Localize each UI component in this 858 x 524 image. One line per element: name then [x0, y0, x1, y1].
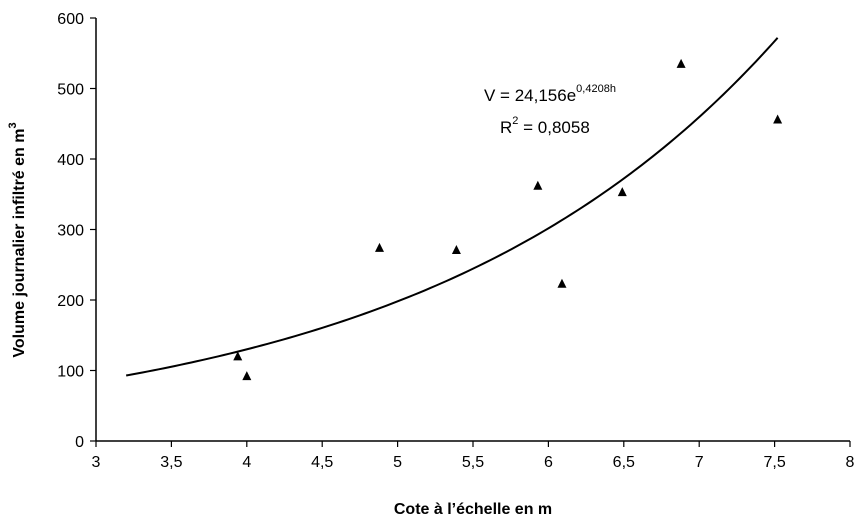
data-point-triangle [533, 180, 543, 190]
data-point-triangle [451, 244, 461, 254]
x-tick-label: 6,5 [613, 454, 635, 471]
y-axis-title: Volume journalier infiltré en m3 [7, 122, 28, 357]
y-tick-label: 500 [57, 82, 84, 99]
r2-value: = 0,8058 [518, 118, 589, 137]
data-point-triangle [617, 187, 627, 197]
equation-text: V = 24,156e [484, 86, 576, 105]
y-tick-label: 600 [57, 11, 84, 28]
y-tick-label: 100 [57, 364, 84, 381]
trendline-equation: V = 24,156e0,4208h [484, 83, 616, 105]
r2-superscript: 2 [512, 115, 518, 127]
y-tick-label: 200 [57, 293, 84, 310]
y-axis-title-text: Volume journalier infiltré en m [11, 129, 28, 358]
equation-exponent: 0,4208h [576, 83, 616, 95]
data-point-triangle [773, 114, 783, 124]
y-axis-ticks: 0 100 200 300 400 500 600 [57, 11, 96, 451]
data-point-triangle [375, 242, 385, 252]
x-tick-label: 8 [846, 454, 855, 471]
x-tick-label: 7,5 [763, 454, 785, 471]
r2-letter: R [500, 118, 512, 137]
data-point-triangle [557, 278, 567, 288]
x-axis-ticks: 3 3,5 4 4,5 5 5,5 6 6,5 7 7,5 8 [92, 441, 855, 471]
x-tick-label: 4,5 [311, 454, 333, 471]
data-points [233, 58, 783, 381]
x-tick-label: 6 [544, 454, 553, 471]
y-tick-label: 300 [57, 223, 84, 240]
exponential-trendline [125, 37, 779, 377]
x-tick-label: 4 [242, 454, 251, 471]
data-point-triangle [676, 58, 686, 68]
data-point-triangle [233, 351, 243, 361]
data-point-triangle [242, 371, 252, 381]
y-tick-label: 0 [75, 434, 84, 451]
x-tick-label: 5,5 [462, 454, 484, 471]
r-squared-label: R2 = 0,8058 [500, 115, 590, 137]
y-tick-label: 400 [57, 152, 84, 169]
x-tick-label: 3,5 [160, 454, 182, 471]
x-tick-label: 5 [393, 454, 402, 471]
x-tick-label: 7 [695, 454, 704, 471]
x-axis-title: Cote à l’échelle en m [394, 501, 552, 518]
y-axis-title-sup: 3 [7, 122, 19, 128]
x-tick-label: 3 [92, 454, 101, 471]
